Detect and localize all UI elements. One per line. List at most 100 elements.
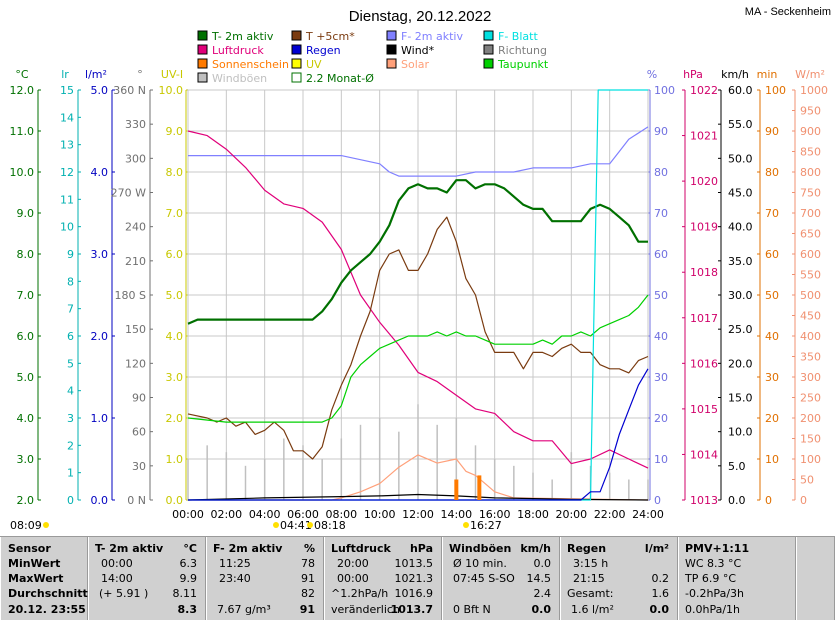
sun-icon — [463, 522, 469, 528]
axis-tick-label: 0.0 — [728, 494, 746, 507]
rain-unit: l/m² — [644, 542, 669, 555]
legend-label: Regen — [306, 44, 341, 57]
axis-tick-label: 10 — [60, 221, 74, 234]
x-tick-label: 22:00 — [594, 508, 626, 521]
rain-sum: 1.6 l/m² — [571, 603, 614, 616]
humidity-header: F- 2m aktiv — [213, 542, 283, 555]
row-label-max: MaxWert — [8, 572, 64, 585]
legend-swatch — [483, 44, 494, 55]
row-label-avg: Durchschnitt — [8, 587, 88, 600]
axis-tick-label: 20 — [654, 412, 668, 425]
axis-tick-label: 0.0 — [166, 494, 184, 507]
axis-tick-label: 60 — [765, 248, 779, 261]
axis-tick-label: 0 — [654, 494, 661, 507]
axis-tick-label: 240 — [125, 221, 146, 234]
axis-unit-label: lr — [61, 68, 69, 81]
x-tick-label: 10:00 — [364, 508, 396, 521]
axis-tick-label: 150 — [125, 323, 146, 336]
pressure-max-time: 00:00 — [337, 572, 369, 585]
pressure-avg-value: 1016.9 — [394, 587, 434, 600]
axis-tick-label: 700 — [800, 207, 821, 220]
x-tick-label: 00:00 — [172, 508, 204, 521]
sun-markers: 08:09 04:41 08:18 16:27 — [10, 519, 502, 532]
axis-tick-label: 10.0 — [728, 426, 753, 439]
axis-tick-label: 55.0 — [728, 118, 753, 131]
rain-duration: 3:15 h — [573, 557, 609, 570]
pmv-header: PMV+1:11 — [685, 542, 750, 555]
temp-header: T- 2m aktiv — [95, 542, 164, 555]
legend-label: T +5cm* — [305, 30, 355, 43]
humidity-current-value: 91 — [299, 603, 315, 616]
axis-tick-label: 6.0 — [17, 330, 35, 343]
axis-tick-label: 7.0 — [166, 207, 184, 220]
axis-tick-label: 11.0 — [10, 125, 35, 138]
axis-tick-label: 0 — [67, 494, 74, 507]
wind-max-value: 14.5 — [526, 572, 552, 585]
legend-label: Richtung — [498, 44, 547, 57]
axis-tick-label: 350 — [800, 351, 821, 364]
axis-tick-label: 4.0 — [91, 166, 109, 179]
legend-label: Solar — [401, 58, 430, 71]
axis-tick-label: 35.0 — [728, 255, 753, 268]
axis-unit-label: ° — [137, 68, 143, 81]
temp-min-time: 00:00 — [101, 557, 133, 570]
axis-tick-label: 3.0 — [91, 248, 109, 261]
axis-tick-label: 1021 — [690, 130, 718, 143]
axis-tick-label: 10.0 — [159, 84, 184, 97]
axis-tick-label: 4.0 — [166, 330, 184, 343]
axis-tick-label: 1 — [67, 467, 74, 480]
axis-tick-label: 70 — [654, 207, 668, 220]
rain-total-label: Gesamt: — [567, 587, 614, 600]
pmv-trend-3h: -0.2hPa/3h — [685, 587, 744, 600]
pressure-column: Luftdruck hPa 20:00 1013.5 00:00 1021.3 … — [324, 537, 442, 620]
axis-tick-label: 950 — [800, 105, 821, 118]
axis-unit-label: UV-I — [161, 68, 183, 81]
axis-tick-label: 90 — [654, 125, 668, 138]
axis-unit-label: l/m² — [85, 68, 107, 81]
axis-tick-label: 6.0 — [166, 248, 184, 261]
axis-tick-label: 10 — [765, 453, 779, 466]
x-tick-label: 04:00 — [249, 508, 281, 521]
pmv-dewpoint: TP 6.9 °C — [685, 572, 737, 585]
x-tick-label: 06:00 — [287, 508, 319, 521]
temp-avg-note: (+ 5.91 ) — [99, 587, 149, 600]
temp-max-value: 9.9 — [179, 572, 198, 585]
axis-tick-label: 3.0 — [166, 371, 184, 384]
axis-tick-label: 11 — [60, 193, 74, 206]
humidity-min-time: 11:25 — [219, 557, 251, 570]
axis-tick-label: 1.0 — [166, 453, 184, 466]
axis-tick-label: 30 — [765, 371, 779, 384]
series-line-wind — [187, 493, 649, 501]
axis-tick-label: 8.0 — [166, 166, 184, 179]
sun-marker-label: 04:41 — [280, 519, 312, 532]
axis-tick-label: 45.0 — [728, 187, 753, 200]
humidity-abs-value: 7.67 g/m³ — [217, 603, 271, 616]
axis-tick-label: 60 — [132, 426, 146, 439]
temp-current-value: 8.3 — [177, 603, 198, 616]
axis-tick-label: 180 S — [115, 289, 146, 302]
axis-tick-label: 2.0 — [166, 412, 184, 425]
x-tick-label: 08:00 — [325, 508, 357, 521]
series-sunshine-bar — [477, 475, 482, 500]
rain-column: Regen l/m² 3:15 h 21:15 0.2 Gesamt: 1.6 … — [560, 537, 678, 620]
series-line-t-5cm — [187, 216, 649, 460]
axis-tick-label: 60 — [654, 248, 668, 261]
x-tick-label: 16:00 — [479, 508, 511, 521]
legend-label: F- 2m aktiv — [401, 30, 463, 43]
axis-tick-label: 9.0 — [166, 125, 184, 138]
axis-tick-label: 5.0 — [166, 289, 184, 302]
axis-tick-label: 50 — [800, 474, 814, 487]
axis-tick-label: 800 — [800, 166, 821, 179]
pressure-max-value: 1021.3 — [394, 572, 434, 585]
axis-tick-label: 50 — [765, 289, 779, 302]
axis-tick-label: 40.0 — [728, 221, 753, 234]
axis-tick-label: 0 — [765, 494, 772, 507]
humidity-max-time: 23:40 — [219, 572, 251, 585]
sun-marker-label: 16:27 — [470, 519, 502, 532]
axis-tick-label: 8 — [67, 275, 74, 288]
axis-tick-label: 250 — [800, 392, 821, 405]
axis-unit-label: hPa — [683, 68, 703, 81]
axis-tick-label: 400 — [800, 330, 821, 343]
axis-tick-label: 12 — [60, 166, 74, 179]
legend-swatch — [197, 44, 208, 55]
